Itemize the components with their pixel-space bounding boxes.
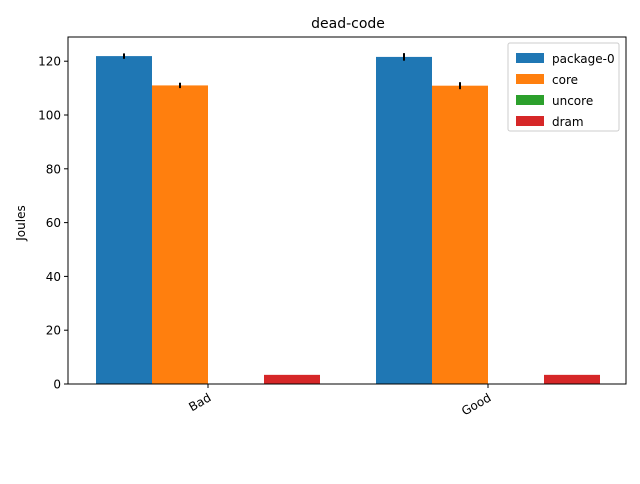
bar-core-Good <box>432 85 488 385</box>
bar-dram-Bad <box>264 374 320 384</box>
y-tick-label: 100 <box>38 109 61 123</box>
legend-label-dram: dram <box>552 115 584 129</box>
legend: package-0 core uncore dram <box>507 42 620 132</box>
legend-swatch-core <box>516 74 544 84</box>
bar-dram-Good <box>544 374 600 384</box>
plot-frame <box>67 36 627 385</box>
y-tick-label: 60 <box>46 216 61 230</box>
bar-package-0-Bad <box>96 56 152 384</box>
bar-core-Bad <box>152 85 208 384</box>
legend-swatch-package-0 <box>516 53 544 63</box>
y-tick-label: 40 <box>46 270 61 284</box>
legend-label-core: core <box>552 73 578 87</box>
legend-swatch-dram <box>516 116 544 126</box>
y-axis-label: Joules <box>14 205 28 241</box>
y-tick-label: 20 <box>46 324 61 338</box>
error-bars-layer <box>123 53 461 90</box>
y-tick-label: 80 <box>46 162 61 176</box>
bars-layer <box>96 56 600 385</box>
legend-swatch-uncore <box>516 95 544 105</box>
y-axis: 0 20 40 60 80 100 120 <box>38 55 68 392</box>
chart-title: dead-code <box>311 16 385 32</box>
legend-label-package-0: package-0 <box>552 52 615 66</box>
legend-box <box>507 42 620 132</box>
y-tick-label: 0 <box>53 378 61 392</box>
y-tick-label: 120 <box>38 55 61 69</box>
bar-package-0-Good <box>376 56 432 384</box>
legend-label-uncore: uncore <box>552 94 593 108</box>
